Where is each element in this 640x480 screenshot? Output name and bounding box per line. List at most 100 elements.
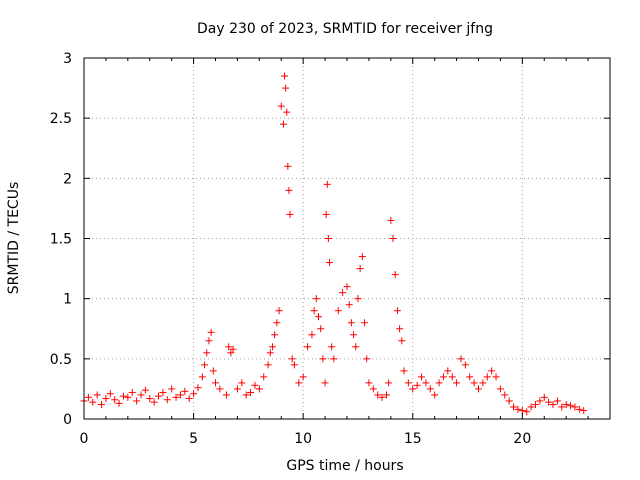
data-point — [575, 405, 583, 413]
data-point — [361, 319, 369, 327]
data-point — [325, 259, 333, 267]
data-point — [285, 186, 293, 194]
data-point — [356, 265, 364, 273]
data-point — [146, 395, 154, 403]
data-point — [176, 391, 184, 399]
data-point — [283, 108, 291, 116]
data-point — [382, 391, 390, 399]
data-point — [475, 385, 482, 393]
data-point — [580, 407, 588, 415]
data-point — [141, 386, 149, 394]
data-point — [238, 379, 246, 387]
data-point — [233, 385, 241, 393]
data-point — [483, 373, 491, 381]
tick-labels: 0 5 10 15 20 0 0.5 1 1.5 2 2.5 3 — [50, 51, 532, 447]
data-point — [310, 307, 318, 315]
data-point — [347, 319, 355, 327]
data-point — [378, 393, 386, 401]
data-point — [479, 379, 487, 387]
data-point — [201, 361, 209, 369]
data-point — [345, 301, 353, 309]
data-point — [295, 379, 303, 387]
data-point — [466, 373, 474, 381]
data-point — [470, 379, 478, 387]
data-point — [431, 391, 439, 399]
y-tick-label: 1.5 — [50, 232, 72, 248]
data-point — [518, 407, 526, 415]
data-point — [545, 398, 553, 406]
y-tick-label: 0 — [63, 412, 72, 428]
data-point — [84, 393, 92, 401]
data-point — [275, 307, 283, 315]
data-point — [133, 397, 141, 405]
data-point — [385, 379, 393, 387]
data-point — [242, 391, 250, 399]
data-point — [426, 385, 434, 393]
data-point — [251, 381, 259, 389]
data-point — [396, 325, 404, 333]
data-point — [308, 331, 316, 339]
data-point — [444, 367, 452, 375]
data-points — [80, 72, 588, 416]
data-point — [185, 395, 193, 403]
data-point — [418, 373, 426, 381]
data-point — [279, 120, 287, 128]
data-point — [137, 391, 145, 399]
data-point — [172, 393, 180, 401]
data-point — [389, 235, 397, 242]
data-point — [205, 337, 213, 345]
y-axis-label: SRMTID / TECUs — [6, 182, 22, 295]
data-point — [111, 396, 119, 404]
data-point — [212, 379, 219, 387]
data-point — [369, 385, 377, 393]
data-point — [453, 379, 461, 387]
x-axis-label: GPS time / hours — [286, 458, 403, 474]
x-tick-label: 5 — [189, 431, 198, 447]
data-point — [523, 408, 531, 416]
data-point — [207, 328, 215, 336]
data-point — [319, 355, 327, 363]
data-point — [501, 391, 509, 399]
data-point — [124, 393, 132, 401]
data-point — [255, 385, 263, 393]
axis-ticks — [83, 57, 610, 420]
data-point — [281, 72, 289, 80]
data-point — [567, 402, 575, 410]
data-point — [527, 403, 535, 411]
x-tick-label: 15 — [404, 431, 422, 447]
data-point — [398, 337, 406, 345]
data-point — [350, 331, 358, 339]
data-point — [505, 397, 513, 405]
data-point — [150, 398, 158, 406]
data-point — [229, 345, 237, 353]
data-point — [409, 385, 417, 393]
data-point — [225, 343, 233, 351]
data-point — [163, 396, 171, 404]
data-point — [435, 379, 443, 387]
data-point — [391, 271, 399, 279]
data-point — [354, 295, 362, 303]
data-point — [400, 367, 408, 375]
data-point — [330, 355, 338, 363]
data-point — [334, 307, 342, 315]
data-point — [343, 283, 351, 291]
data-point — [304, 343, 312, 351]
data-point — [358, 253, 366, 261]
y-tick-label: 1 — [63, 292, 72, 308]
data-point — [352, 343, 360, 351]
data-point — [115, 399, 123, 407]
data-point — [312, 295, 320, 303]
data-point — [457, 355, 465, 363]
data-point — [413, 381, 421, 389]
data-point — [288, 355, 296, 363]
data-point — [286, 210, 294, 218]
data-point — [227, 349, 235, 357]
y-tick-label: 2.5 — [50, 111, 72, 127]
data-point — [271, 331, 279, 339]
chart-title: Day 230 of 2023, SRMTID for receiver jfn… — [197, 21, 493, 37]
data-point — [155, 392, 163, 400]
data-point — [321, 379, 329, 387]
data-point — [203, 349, 211, 357]
